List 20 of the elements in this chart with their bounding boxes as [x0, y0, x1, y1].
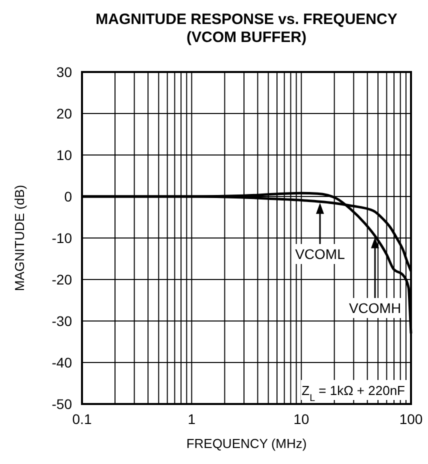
x-axis-title: FREQUENCY (MHz): [186, 436, 307, 451]
x-tick-label: 10: [294, 411, 310, 427]
y-tick-label: -10: [52, 230, 72, 246]
y-tick-label: 20: [56, 106, 72, 122]
y-tick-label: -40: [52, 354, 72, 370]
chart-title: MAGNITUDE RESPONSE vs. FREQUENCY: [96, 11, 398, 28]
y-tick-label: -30: [52, 313, 72, 329]
chart-subtitle: (VCOM BUFFER): [186, 29, 306, 46]
x-tick-label: 1: [188, 411, 196, 427]
x-tick-label: 100: [399, 411, 423, 427]
y-tick-label: 10: [56, 147, 72, 163]
y-tick-label: 30: [56, 64, 72, 80]
y-tick-label: 0: [64, 188, 72, 204]
y-tick-label: -50: [52, 396, 72, 412]
series-label: VCOMH: [348, 300, 402, 316]
annotation: Z$_{L}$ = 1kΩ + 220nF: [302, 383, 406, 404]
x-tick-label: 0.1: [72, 411, 92, 427]
y-tick-label: -20: [52, 272, 72, 288]
legend-label: VCOML: [295, 246, 346, 262]
y-axis-title: MAGNITUDE (dB): [12, 184, 27, 292]
